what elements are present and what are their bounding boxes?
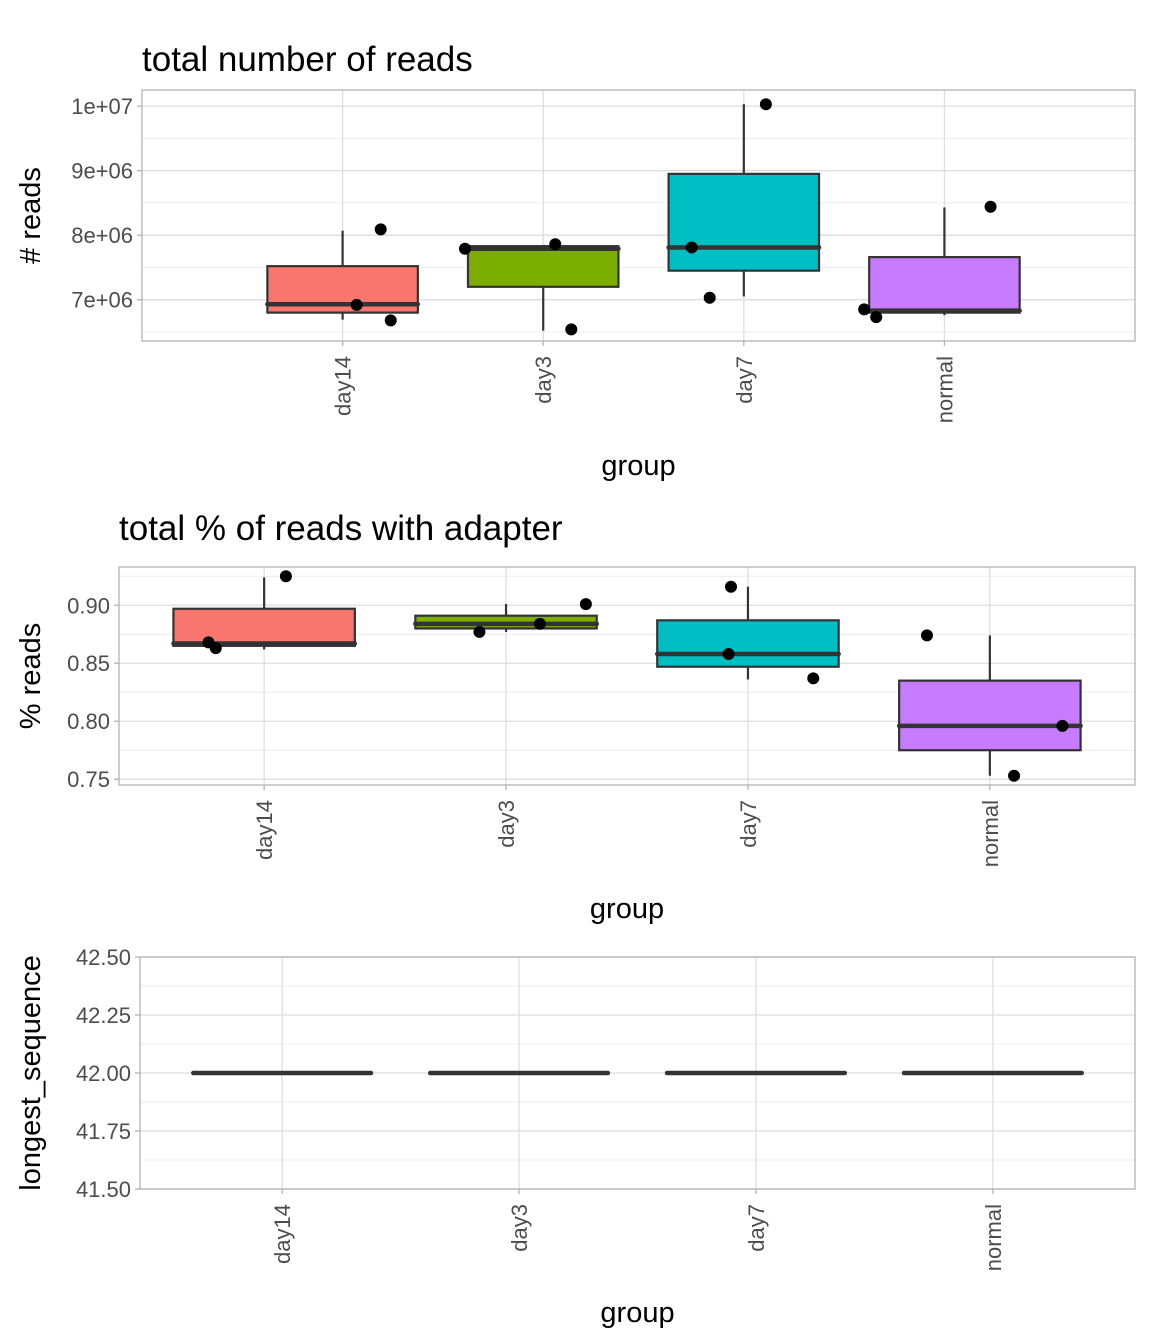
data-point <box>703 291 716 304</box>
y-tick-label: 41.50 <box>76 1177 131 1202</box>
plot-border <box>141 89 1136 342</box>
data-point <box>533 617 546 630</box>
box-day7 <box>667 172 821 272</box>
data-point <box>384 314 397 327</box>
y-tick-label: 41.75 <box>76 1119 131 1144</box>
data-point <box>279 570 292 583</box>
chart-title: total number of reads <box>142 40 473 79</box>
x-axis-label: group <box>601 450 675 482</box>
y-tick-label: 0.85 <box>67 651 110 676</box>
box-day14 <box>172 607 356 647</box>
data-point <box>209 642 222 655</box>
data-point <box>1008 769 1021 782</box>
data-point <box>725 580 738 593</box>
data-point <box>920 629 933 642</box>
data-point <box>858 303 871 316</box>
chart-panel-3: 41.50 41.75 42.00 42.25 42.50 day14 day3 day7 no… <box>15 945 1136 1329</box>
x-tick-label: normal <box>981 1204 1006 1271</box>
plot-border <box>118 566 1136 786</box>
plot-background <box>119 567 1135 785</box>
data-point <box>1056 719 1069 732</box>
plot-border <box>139 956 1136 1190</box>
x-tick-label: day7 <box>744 1204 769 1252</box>
y-tick-label: 9e+06 <box>71 159 133 184</box>
x-tick-label: normal <box>978 800 1003 867</box>
box-normal <box>868 256 1021 314</box>
box-day3 <box>466 245 620 288</box>
data-point <box>984 200 997 213</box>
y-tick-label: 0.90 <box>67 593 110 618</box>
x-axis-label: group <box>600 1297 674 1329</box>
x-tick-label: day14 <box>331 356 356 416</box>
x-tick-label: normal <box>932 356 957 423</box>
data-point <box>549 238 562 251</box>
y-tick-label: 8e+06 <box>71 223 133 248</box>
data-point <box>807 672 820 685</box>
x-tick-label: day14 <box>252 800 277 860</box>
x-tick-label: day3 <box>494 800 519 848</box>
data-point <box>350 298 363 311</box>
x-tick-label: day7 <box>736 800 761 848</box>
chart-panel-1: total number of reads 7e+06 8e+06 9e+06 1e+0… <box>15 40 1136 482</box>
y-axis-label: longest_sequence <box>15 955 47 1190</box>
chart-panel-2: total % of reads with adapter 0.75 0.80 0.8… <box>15 509 1136 925</box>
y-tick-label: 42.50 <box>76 945 131 970</box>
y-axis-label: % reads <box>15 623 47 729</box>
box-day7 <box>656 619 840 668</box>
x-tick-label: day14 <box>270 1204 295 1264</box>
y-tick-label: 42.25 <box>76 1003 131 1028</box>
y-tick-label: 42.00 <box>76 1061 131 1086</box>
chart-title: total % of reads with adapter <box>119 509 563 548</box>
box-normal <box>898 679 1082 752</box>
y-tick-label: 0.80 <box>67 709 110 734</box>
data-point <box>685 241 698 254</box>
data-point <box>565 323 578 336</box>
data-point <box>722 647 735 660</box>
data-point <box>870 311 883 324</box>
y-tick-label: 1e+07 <box>71 94 133 119</box>
x-tick-label: day7 <box>732 356 757 404</box>
data-point <box>579 598 592 611</box>
y-tick-label: 7e+06 <box>71 288 133 313</box>
x-axis-label: group <box>590 893 664 925</box>
x-tick-label: day3 <box>531 356 556 404</box>
data-point <box>458 242 471 255</box>
y-tick-label: 0.75 <box>67 767 110 792</box>
y-axis-label: # reads <box>15 167 47 264</box>
data-point <box>473 625 486 638</box>
data-point <box>759 98 772 111</box>
data-point <box>374 223 387 236</box>
x-tick-label: day3 <box>507 1204 532 1252</box>
